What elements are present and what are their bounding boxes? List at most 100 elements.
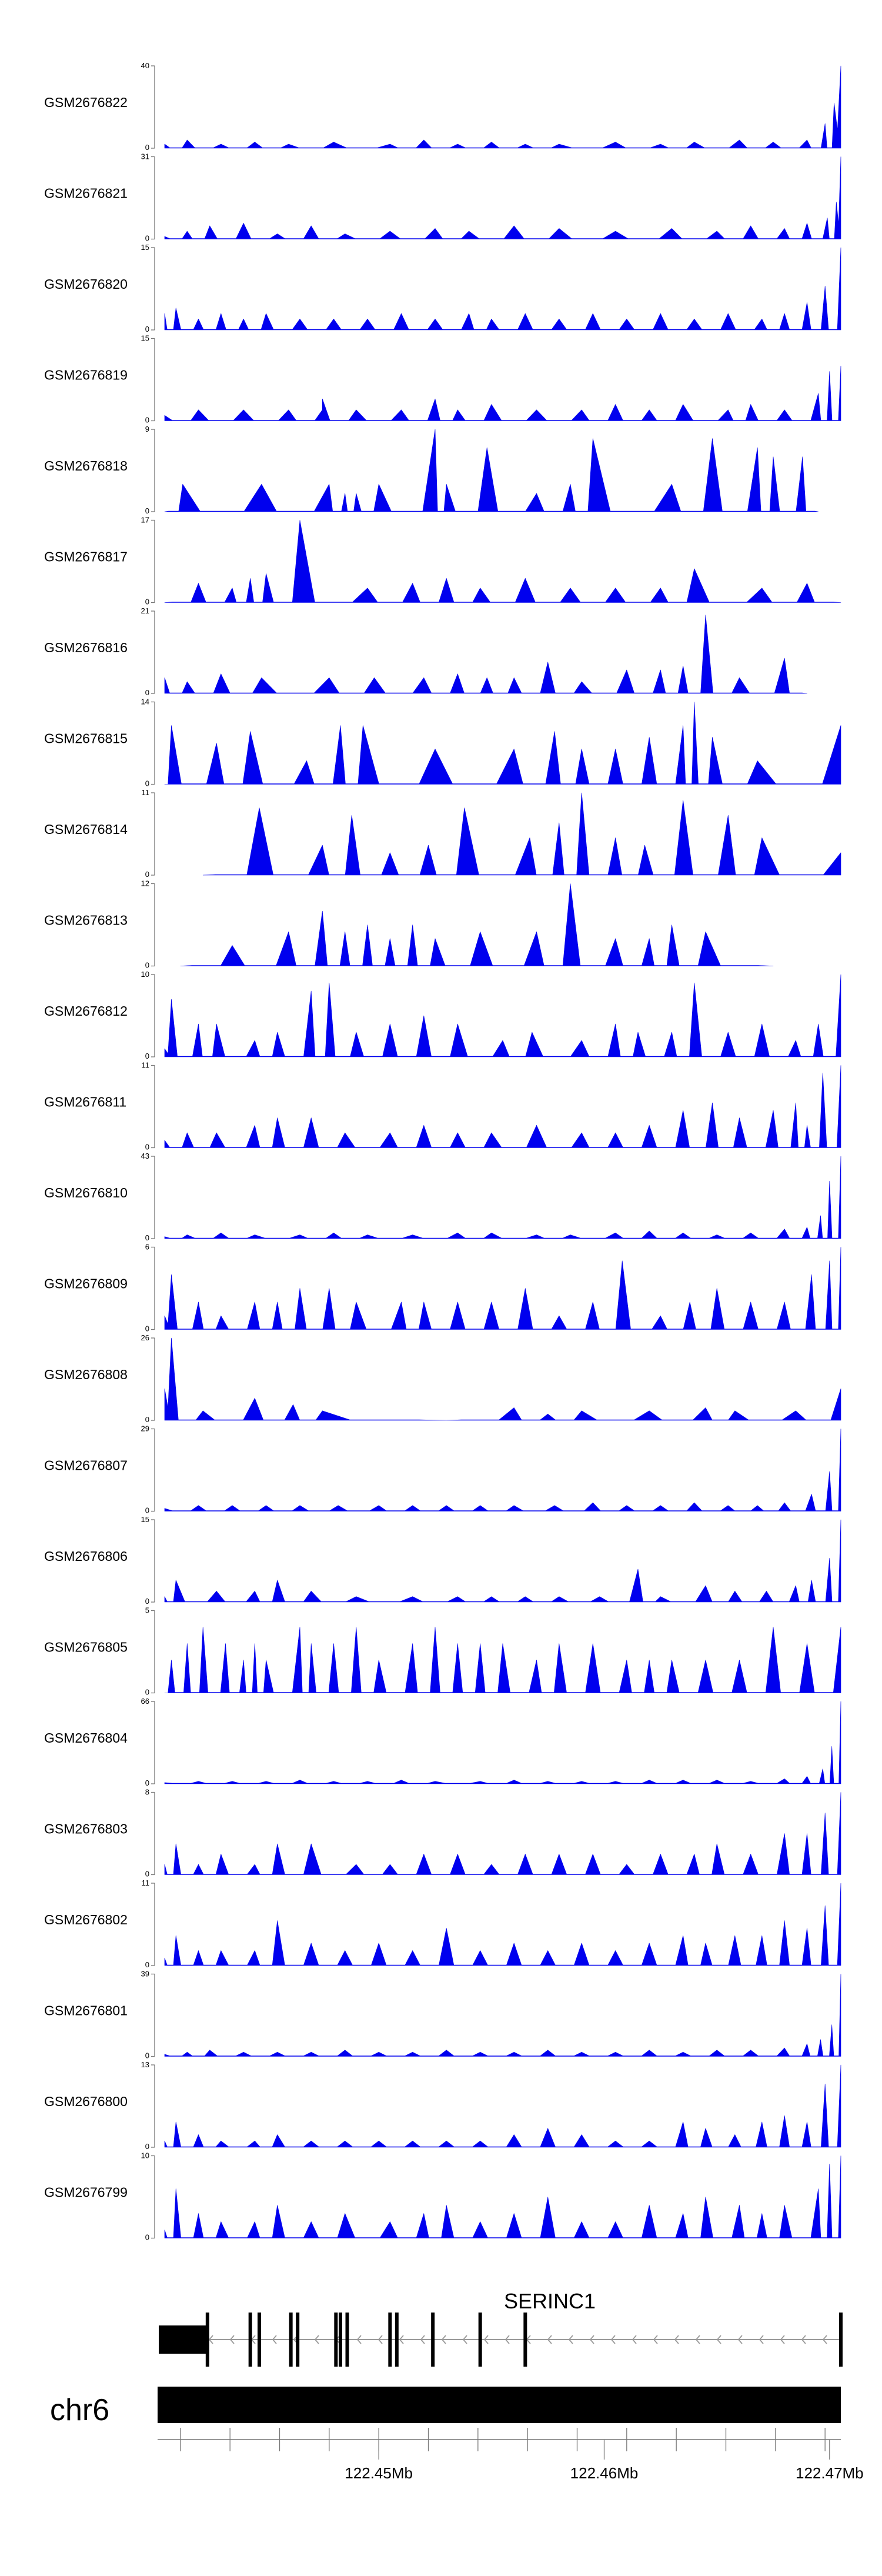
y-max-label: 29 (141, 1424, 149, 1433)
track-label: GSM2676820 (44, 276, 128, 292)
signal-area (164, 1974, 841, 2057)
signal-area (164, 2064, 841, 2148)
y-max-label: 10 (141, 970, 149, 979)
track: GSM2676813 12 0 (44, 879, 774, 970)
strand-arrow-icon (780, 2335, 785, 2344)
signal-area (164, 1156, 841, 1239)
y-max-label: 11 (142, 1061, 150, 1070)
strand-arrow-icon (314, 2335, 319, 2344)
track-label: GSM2676815 (44, 731, 128, 746)
chromosome-bar (158, 2387, 841, 2423)
exon-block (431, 2313, 435, 2367)
coordinate-label: 122.45Mb (345, 2464, 413, 2482)
track: GSM2676808 26 0 (44, 1333, 841, 1424)
strand-arrow-icon (272, 2335, 277, 2344)
track: GSM2676810 43 0 (44, 1152, 841, 1242)
utr-block (159, 2325, 208, 2354)
y-min-label: 0 (145, 325, 149, 333)
strand-arrow-icon (483, 2335, 489, 2344)
coordinate-ticks: 122.45Mb 122.46Mb 122.47Mb (180, 2428, 864, 2482)
strand-arrow-icon (377, 2335, 383, 2344)
track-label: GSM2676804 (44, 1730, 128, 1746)
strand-arrow-icon (674, 2335, 679, 2344)
y-min-label: 0 (145, 143, 149, 152)
y-max-label: 21 (141, 606, 149, 615)
exon-block (258, 2313, 261, 2367)
signal-area (164, 1065, 841, 1148)
signal-area (164, 1247, 841, 1330)
signal-area (164, 1519, 841, 1603)
exon-block (395, 2313, 399, 2367)
track-label: GSM2676810 (44, 1185, 128, 1200)
y-min-label: 0 (145, 1324, 149, 1333)
track-label: GSM2676822 (44, 95, 128, 110)
y-max-label: 5 (145, 1606, 149, 1615)
strand-arrow-icon (716, 2335, 721, 2344)
y-min-label: 0 (145, 2142, 149, 2151)
y-max-label: 11 (142, 1878, 150, 1887)
y-max-label: 9 (145, 425, 149, 433)
track-label: GSM2676814 (44, 822, 128, 837)
exon-block (388, 2313, 392, 2367)
exon-block (839, 2313, 843, 2367)
y-max-label: 6 (145, 1243, 149, 1252)
gene-exon-blocks (205, 2313, 843, 2367)
y-min-label: 0 (145, 598, 149, 606)
y-min-label: 0 (145, 1870, 149, 1878)
strand-arrow-icon (229, 2335, 235, 2344)
y-max-label: 40 (141, 61, 149, 70)
exon-block (523, 2313, 527, 2367)
track: GSM2676812 10 0 (44, 970, 841, 1060)
y-min-label: 0 (145, 416, 149, 425)
y-max-label: 43 (141, 1152, 149, 1160)
y-max-label: 15 (141, 243, 149, 252)
y-max-label: 15 (141, 1515, 149, 1524)
y-min-label: 0 (145, 961, 149, 970)
signal-area (164, 2155, 841, 2238)
track: GSM2676804 66 0 (44, 1697, 841, 1787)
y-max-label: 66 (141, 1697, 149, 1706)
y-min-label: 0 (145, 1143, 149, 1152)
strand-arrow-icon (737, 2335, 743, 2344)
track-label: GSM2676808 (44, 1367, 128, 1382)
signal-area (164, 702, 841, 785)
strand-arrow-icon (695, 2335, 700, 2344)
y-max-label: 11 (142, 788, 150, 797)
track-label: GSM2676819 (44, 368, 128, 383)
y-min-label: 0 (145, 688, 149, 697)
track-label: GSM2676807 (44, 1458, 128, 1473)
strand-arrow-icon (759, 2335, 764, 2344)
chromosome-ideogram-track: chr6 122.45Mb 122.46Mb 122.47Mb (50, 2387, 864, 2482)
track: GSM2676809 6 0 (44, 1243, 841, 1333)
signal-area (164, 1337, 841, 1421)
signal-tracks: GSM2676822400GSM2676821310GSM2676820150G… (44, 61, 841, 2242)
track-label: GSM2676813 (44, 913, 128, 928)
y-min-label: 0 (145, 2233, 149, 2242)
strand-arrows (187, 2335, 827, 2344)
track: GSM2676800 13 0 (44, 2060, 841, 2151)
strand-arrow-icon (632, 2335, 637, 2344)
signal-area (164, 1429, 841, 1511)
exon-block (248, 2313, 252, 2367)
strand-arrow-icon (356, 2335, 362, 2344)
coordinate-label: 122.46Mb (570, 2464, 639, 2482)
strand-arrow-icon (801, 2335, 806, 2344)
signal-area (164, 1883, 841, 1966)
strand-arrow-icon (208, 2335, 213, 2344)
y-max-label: 39 (141, 1970, 149, 1978)
track-label: GSM2676809 (44, 1276, 128, 1292)
strand-arrow-icon (610, 2335, 616, 2344)
signal-area (164, 429, 818, 512)
track: GSM2676807 29 0 (44, 1424, 841, 1515)
track: GSM2676816 21 0 (44, 606, 807, 697)
track-label: GSM2676800 (44, 2094, 128, 2109)
track: GSM2676799 10 0 (44, 2151, 841, 2242)
y-min-label: 0 (145, 1688, 149, 1697)
track-label: GSM2676817 (44, 549, 128, 565)
signal-area (202, 792, 841, 876)
track: GSM2676803 8 0 (44, 1788, 841, 1878)
signal-area (180, 883, 774, 966)
y-max-label: 26 (141, 1333, 149, 1342)
y-max-label: 10 (141, 2151, 149, 2160)
track-label: GSM2676821 (44, 186, 128, 201)
